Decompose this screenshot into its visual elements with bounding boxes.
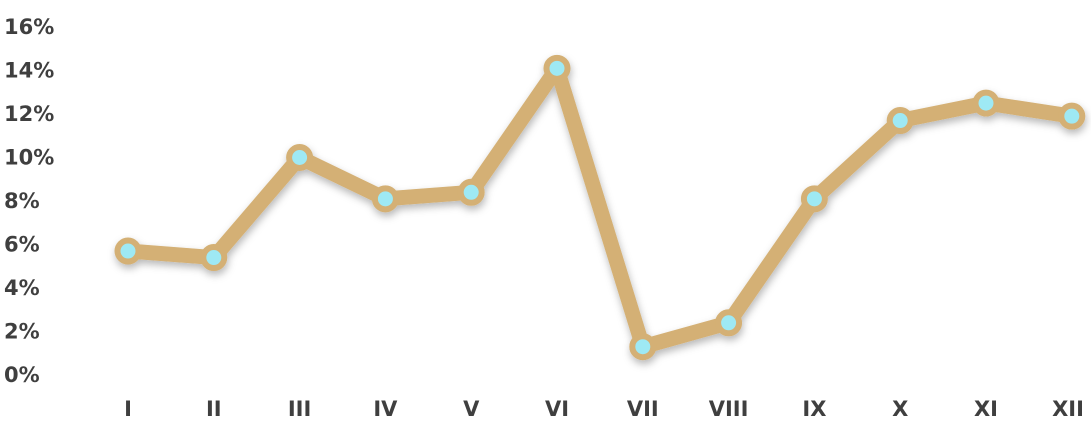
data-point-ii [200,244,228,272]
y-tick-label: 16% [4,15,54,39]
x-tick-label: II [206,397,222,421]
x-tick-label: VI [545,397,569,421]
x-tick-label: III [288,397,311,421]
data-point-xii [1058,102,1086,130]
data-point-i [114,237,142,265]
data-point-viii [715,309,743,337]
data-point-iv [371,185,399,213]
data-point-iii [286,144,314,171]
data-point-vii [629,333,657,361]
x-tick-label: IX [802,397,826,421]
series-line [120,60,1080,355]
y-tick-label: 4% [4,276,40,300]
y-tick-label: 14% [4,59,54,83]
x-tick-label: XI [974,397,998,421]
y-tick-label: 2% [4,320,40,344]
y-tick-label: 12% [4,102,54,126]
data-point-v [457,178,485,206]
x-tick-label: VII [627,397,659,421]
plot-area [114,54,1086,361]
y-tick-label: 10% [4,146,54,170]
x-tick-label: VIII [709,397,749,421]
data-point-ix [800,185,828,213]
y-tick-label: 8% [4,189,40,213]
y-tick-label: 0% [4,363,40,387]
data-point-x [886,107,914,135]
y-axis: 0% 2% 4% 6% 8% 10% 12% 14% 16% [4,15,54,387]
x-tick-label: X [892,397,908,421]
x-tick-label: XII [1052,397,1084,421]
x-tick-label: IV [373,397,398,421]
data-point-xi [972,89,1000,117]
x-tick-label: V [463,397,480,421]
x-axis: I II III IV V VI VII VIII IX X XI XII [124,397,1084,421]
x-tick-label: I [124,397,132,421]
y-tick-label: 6% [4,233,40,257]
data-point-vi [543,54,571,82]
